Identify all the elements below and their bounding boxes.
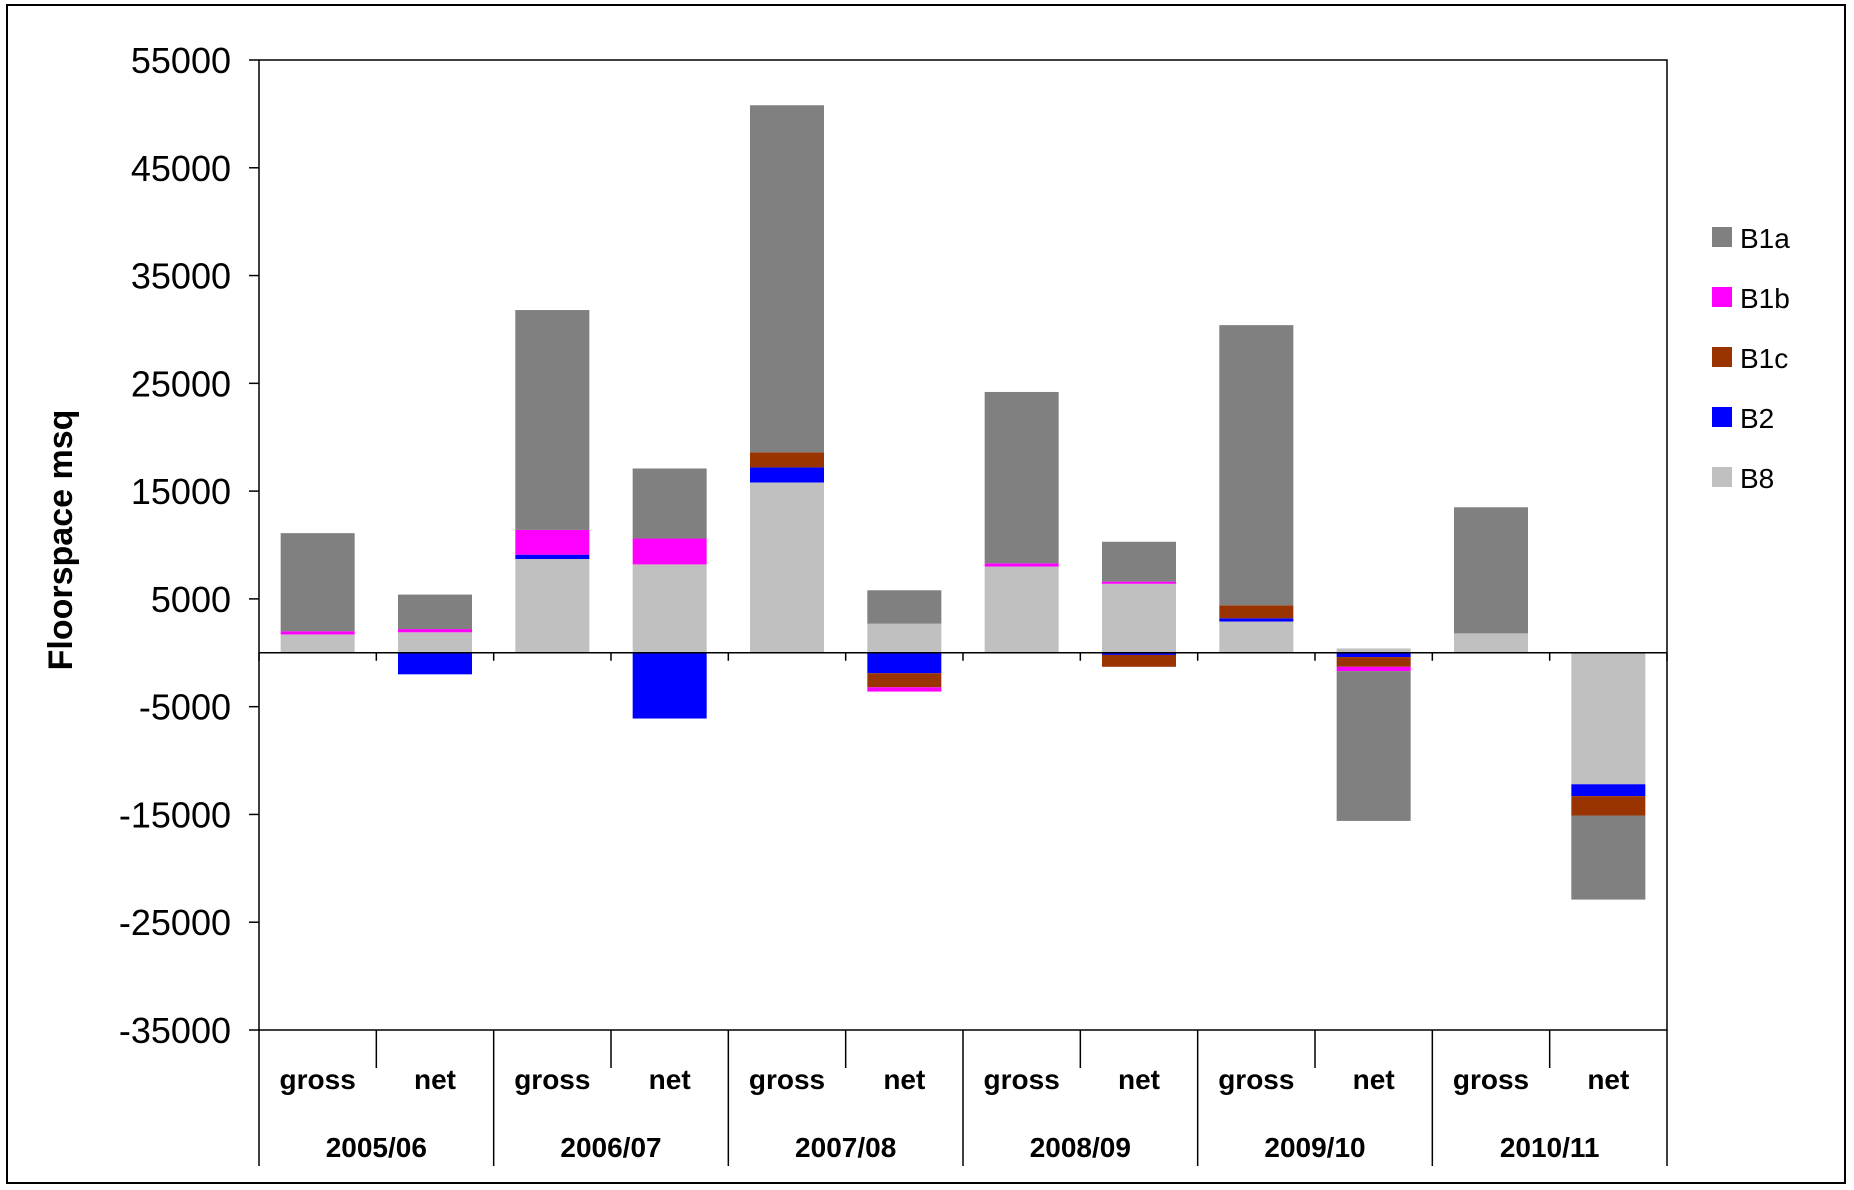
x-category-label: gross bbox=[749, 1064, 825, 1095]
bar-segment-b1b bbox=[515, 529, 590, 555]
bar-segment-b2 bbox=[1219, 618, 1294, 622]
bar-segment-b2 bbox=[750, 467, 824, 483]
x-category-label: net bbox=[1587, 1064, 1629, 1095]
x-category-label: net bbox=[1353, 1064, 1395, 1095]
bar-segment-b1c bbox=[1571, 796, 1646, 816]
x-category-label: gross bbox=[514, 1064, 590, 1095]
legend-label-b1c: B1c bbox=[1740, 343, 1788, 374]
bar-segment-b8 bbox=[984, 566, 1059, 653]
y-tick-label: -35000 bbox=[119, 1010, 231, 1051]
bar-segment-b8 bbox=[515, 559, 590, 653]
bar-segment-b1b bbox=[1102, 581, 1176, 584]
legend-label-b2: B2 bbox=[1740, 403, 1774, 434]
x-category-label: net bbox=[414, 1064, 456, 1095]
bar-segment-b2 bbox=[1571, 784, 1646, 797]
x-category-label: net bbox=[883, 1064, 925, 1095]
bar-segment-b1b bbox=[984, 563, 1059, 567]
x-category-label: net bbox=[649, 1064, 691, 1095]
y-tick-label: 45000 bbox=[131, 148, 231, 189]
bar-segment-b1c bbox=[1219, 605, 1294, 619]
legend-swatch-b1a bbox=[1712, 227, 1732, 247]
y-tick-label: 55000 bbox=[131, 40, 231, 81]
bar-segment-b1b bbox=[632, 538, 707, 565]
bar-segment-b1a bbox=[1336, 671, 1411, 821]
legend-swatch-b8 bbox=[1712, 467, 1732, 487]
bars-layer bbox=[280, 105, 1646, 900]
bar-segment-b8 bbox=[1454, 633, 1528, 653]
x-group-label: 2006/07 bbox=[560, 1132, 661, 1163]
bar-segment-b1c bbox=[750, 452, 824, 468]
bar-segment-b8 bbox=[867, 623, 942, 653]
x-category-label: net bbox=[1118, 1064, 1160, 1095]
y-tick-labels: 55000 45000 35000 25000 15000 5000 -5000 -15000… bbox=[119, 40, 231, 1051]
y-tick-label: 5000 bbox=[151, 579, 231, 620]
x-category-label: gross bbox=[1453, 1064, 1529, 1095]
bar-segment-b1a bbox=[750, 105, 824, 453]
x-group-label: 2010/11 bbox=[1500, 1132, 1600, 1163]
x-group-label: 2009/10 bbox=[1264, 1132, 1365, 1163]
y-tick-label: -5000 bbox=[139, 687, 231, 728]
bar-segment-b8 bbox=[632, 564, 707, 653]
bar-segment-b1b bbox=[867, 687, 942, 692]
bar-segment-b1a bbox=[867, 590, 942, 624]
y-tick-label: 35000 bbox=[131, 256, 231, 297]
x-category-label: gross bbox=[984, 1064, 1060, 1095]
x-category-label: gross bbox=[280, 1064, 356, 1095]
legend-label-b1a: B1a bbox=[1740, 223, 1790, 254]
x-category-label: gross bbox=[1218, 1064, 1294, 1095]
bar-segment-b1b bbox=[398, 629, 472, 633]
y-tick-label: -25000 bbox=[119, 902, 231, 943]
bar-segment-b1b bbox=[280, 631, 355, 635]
legend-swatch-b2 bbox=[1712, 407, 1732, 427]
x-category-labels: gross net gross net gross net gross net gross net… bbox=[280, 1064, 1630, 1163]
bar-segment-b8 bbox=[398, 632, 472, 653]
legend-label-b8: B8 bbox=[1740, 463, 1774, 494]
bar-segment-b2 bbox=[632, 652, 707, 719]
bar-segment-b2 bbox=[515, 554, 590, 560]
legend-label-b1b: B1b bbox=[1740, 283, 1790, 314]
bar-segment-b1a bbox=[984, 391, 1059, 564]
bar-segment-b1a bbox=[1102, 541, 1176, 582]
bar-segment-b1a bbox=[1571, 815, 1646, 900]
bar-segment-b1c bbox=[1336, 657, 1411, 667]
bar-segment-b8 bbox=[1219, 621, 1294, 653]
bar-segment-b1a bbox=[1219, 325, 1294, 606]
bar-segment-b1c bbox=[867, 673, 942, 688]
y-tick-label: 15000 bbox=[131, 471, 231, 512]
bar-segment-b2 bbox=[867, 652, 942, 674]
bar-segment-b1a bbox=[1454, 507, 1528, 634]
bar-segment-b8 bbox=[1336, 648, 1411, 653]
axes-layer bbox=[249, 59, 1668, 1166]
legend: B1a B1b B1c B2 B8 bbox=[1712, 223, 1790, 494]
x-group-label: 2008/09 bbox=[1030, 1132, 1131, 1163]
bar-segment-b8 bbox=[750, 482, 824, 653]
bar-segment-b1a bbox=[515, 310, 590, 530]
y-tick-label: 25000 bbox=[131, 363, 231, 404]
bar-segment-b8 bbox=[1571, 652, 1646, 785]
bar-segment-b8 bbox=[1102, 583, 1176, 653]
legend-swatch-b1c bbox=[1712, 347, 1732, 367]
x-group-label: 2007/08 bbox=[795, 1132, 896, 1163]
x-group-label: 2005/06 bbox=[326, 1132, 427, 1163]
bar-segment-b1a bbox=[632, 468, 707, 539]
bar-segment-b1c bbox=[1102, 654, 1176, 667]
bar-segment-b8 bbox=[280, 634, 355, 653]
y-axis-label: Floorspace msq bbox=[42, 410, 80, 671]
bar-segment-b2 bbox=[1102, 652, 1176, 655]
bar-segment-b1a bbox=[398, 594, 472, 630]
legend-swatch-b1b bbox=[1712, 287, 1732, 307]
bar-segment-b1b bbox=[1336, 666, 1411, 672]
bar-segment-b2 bbox=[398, 652, 472, 675]
bar-segment-b2 bbox=[1336, 652, 1411, 658]
bar-segment-b1a bbox=[280, 533, 355, 632]
y-tick-label: -15000 bbox=[119, 794, 231, 835]
